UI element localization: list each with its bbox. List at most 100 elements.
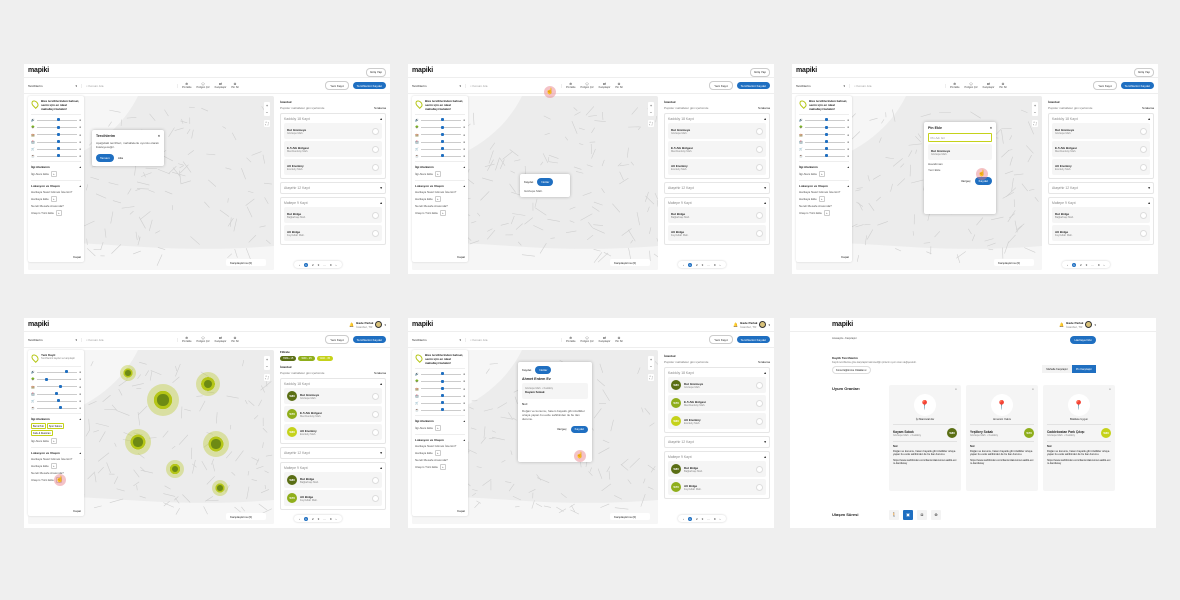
item-arrow-button[interactable] <box>1140 211 1147 219</box>
chevron-up-icon[interactable]: ▴ <box>380 466 382 470</box>
slider-handle[interactable] <box>440 154 444 158</box>
page-button[interactable]: ... <box>323 516 326 521</box>
slider-handle[interactable] <box>56 140 60 143</box>
remove-icon[interactable]: ⊗ <box>954 388 957 391</box>
add-transport-button[interactable]: + <box>823 210 830 217</box>
chevron-down-icon[interactable]: ▾ <box>764 440 766 444</box>
slider-track[interactable] <box>36 370 78 374</box>
location-cluster[interactable] <box>203 431 229 457</box>
user-menu[interactable]: 🔔 Bade Parlak İstanbul, TR ▾ <box>349 321 386 329</box>
chevron-up-icon[interactable]: ▴ <box>380 117 382 121</box>
location-section[interactable]: Lokasyon ve Ulaşım ▴ <box>31 180 81 188</box>
item-arrow-button[interactable] <box>756 417 763 425</box>
page-button[interactable]: 1 <box>304 262 308 267</box>
preference-select[interactable]: Konut Eğitimine Odaklan ▾ <box>832 366 871 374</box>
slider-track[interactable] <box>804 140 846 143</box>
compare-dropdown[interactable]: Karşılaştırma (0) <box>994 259 1034 266</box>
tool-pin-delete[interactable]: ⊗ Pin Sil <box>999 82 1006 89</box>
item-arrow-button[interactable] <box>756 163 763 171</box>
login-button[interactable]: Giriş Yap <box>1133 67 1154 77</box>
sort-button[interactable]: Sıralama <box>373 371 386 375</box>
city-select[interactable]: İstanbul <box>280 100 386 104</box>
preference-slider[interactable]: 🔊 ● <box>415 372 465 376</box>
district-header[interactable]: Kadıköy 18 Kayıt ▴ <box>668 117 766 121</box>
slider-track[interactable] <box>36 384 78 388</box>
preference-slider[interactable]: 🌳 ● <box>415 379 465 383</box>
slider-handle[interactable] <box>824 125 828 129</box>
slider-handle[interactable] <box>440 372 444 376</box>
slider-handle[interactable] <box>58 406 62 410</box>
tool-compare[interactable]: ⇄ Karşılaştır <box>215 82 227 89</box>
tab-save[interactable]: Kaydet <box>524 179 534 184</box>
add-interest-button[interactable]: + <box>435 425 441 432</box>
page-button[interactable]: ... <box>707 262 710 267</box>
close-sidebar-button[interactable]: Kapat <box>73 255 81 259</box>
add-map-button[interactable]: + <box>50 196 57 203</box>
slider-track[interactable] <box>804 125 846 129</box>
zoom-out-button[interactable]: − <box>265 110 269 115</box>
option-new[interactable]: Yeni Ekle <box>928 168 941 172</box>
interests-section[interactable]: İlgi Alanlarım ▴ <box>415 415 465 423</box>
item-arrow-button[interactable] <box>1140 127 1147 135</box>
tool-pin-add[interactable]: ⊕ Pin Ekle <box>182 82 192 89</box>
tool-pin-delete[interactable]: ⊗ Pin Sil <box>231 336 238 343</box>
search-input[interactable]: ⌕ Konum Ara <box>86 337 178 342</box>
compare-dropdown[interactable]: Karşılaştırma (0) <box>610 513 650 520</box>
district-header[interactable]: Maltepe 9 Kayıt ▴ <box>284 201 382 205</box>
neighborhood-item[interactable]: Dut Gözmeye Göztepe Mah. <box>668 123 766 139</box>
tool-compare[interactable]: ⇄ Karşılaştır <box>215 336 227 343</box>
slider-handle[interactable] <box>44 377 48 381</box>
new-record-button[interactable]: Yeni Kayıt <box>709 335 733 344</box>
prev-page-button[interactable]: ‹ <box>683 262 684 267</box>
neighborhood-item[interactable]: %80 Dut Gözmeye Göztepe Mah. <box>284 388 382 404</box>
skip-button[interactable]: Atla <box>117 155 124 160</box>
preference-slider[interactable]: 🏫 ● <box>415 133 465 137</box>
page-button[interactable]: 1 <box>688 262 692 267</box>
next-page-button[interactable]: › <box>1103 262 1105 267</box>
prev-page-button[interactable]: ‹ <box>1067 262 1068 267</box>
location-cluster[interactable] <box>166 460 184 478</box>
neighborhood-item[interactable]: E-5 Altı Bölgesi Merdivenköy Mah. <box>284 141 382 157</box>
tool-pin-add[interactable]: ⊕ Pin Ekle <box>566 336 576 343</box>
item-arrow-button[interactable] <box>372 211 379 219</box>
preference-slider[interactable]: ☕ ● <box>31 406 81 410</box>
slider-track[interactable] <box>36 154 78 158</box>
preference-slider[interactable]: 🏫 ● <box>31 133 81 137</box>
neighborhood-item[interactable]: Dut Bölge Bağlarbaşı Mah. <box>284 207 382 223</box>
save-button[interactable]: Kaydet <box>570 425 588 434</box>
cancel-button[interactable]: Vazgeç <box>556 427 567 432</box>
location-cluster[interactable] <box>212 480 228 496</box>
interests-section[interactable]: İlgi Alanlarım ▴ <box>799 161 849 169</box>
fullscreen-button[interactable]: ⛶ <box>264 120 270 127</box>
item-arrow-button[interactable] <box>756 381 763 389</box>
sort-button[interactable]: Sıralama <box>757 106 770 110</box>
district-group[interactable]: Ataşehir 12 Kayıt ▾ <box>280 182 386 194</box>
location-section[interactable]: Lokasyon ve Ulaşım ▴ <box>415 434 465 442</box>
page-button[interactable]: 2 <box>312 262 314 267</box>
neighborhood-item[interactable]: E-5 Altı Bölgesi Merdivenköy Mah. <box>1052 141 1150 157</box>
chevron-down-icon[interactable]: ▾ <box>384 322 386 327</box>
neighborhood-item[interactable]: Alt Bölge Feyzullah Mah. <box>1052 225 1150 241</box>
next-page-button[interactable]: › <box>335 262 337 267</box>
compare-dropdown[interactable]: Karşılaştırma (0) <box>226 513 266 520</box>
close-icon[interactable]: × <box>989 126 992 130</box>
bike-icon[interactable]: ⊗ <box>931 510 941 520</box>
page-button[interactable]: ... <box>1091 262 1094 267</box>
tool-polygon[interactable]: ⬠ Poligon Çiz <box>581 336 594 343</box>
logo[interactable]: mapiki <box>412 67 433 74</box>
slider-handle[interactable] <box>440 401 444 405</box>
tool-pin-delete[interactable]: ⊗ Pin Sil <box>615 82 622 89</box>
district-header[interactable]: Ataşehir 12 Kayıt ▾ <box>284 451 382 455</box>
prev-page-button[interactable]: ‹ <box>299 516 300 521</box>
slider-track[interactable] <box>420 125 462 129</box>
slider-track[interactable] <box>420 386 462 390</box>
city-select[interactable]: İstanbul <box>1048 100 1154 104</box>
preference-slider[interactable]: 🏥 ● <box>415 140 465 144</box>
compare-dropdown[interactable]: Karşılaştırma (0) <box>610 259 650 266</box>
search-input[interactable]: ⌕ Konum Ara <box>470 337 562 342</box>
walk-icon[interactable]: 🚶 <box>889 510 899 520</box>
prev-page-button[interactable]: ‹ <box>299 262 300 267</box>
add-map-button[interactable]: + <box>818 196 825 203</box>
preference-slider[interactable]: ☕ ● <box>799 154 849 158</box>
slider-handle[interactable] <box>56 399 60 403</box>
